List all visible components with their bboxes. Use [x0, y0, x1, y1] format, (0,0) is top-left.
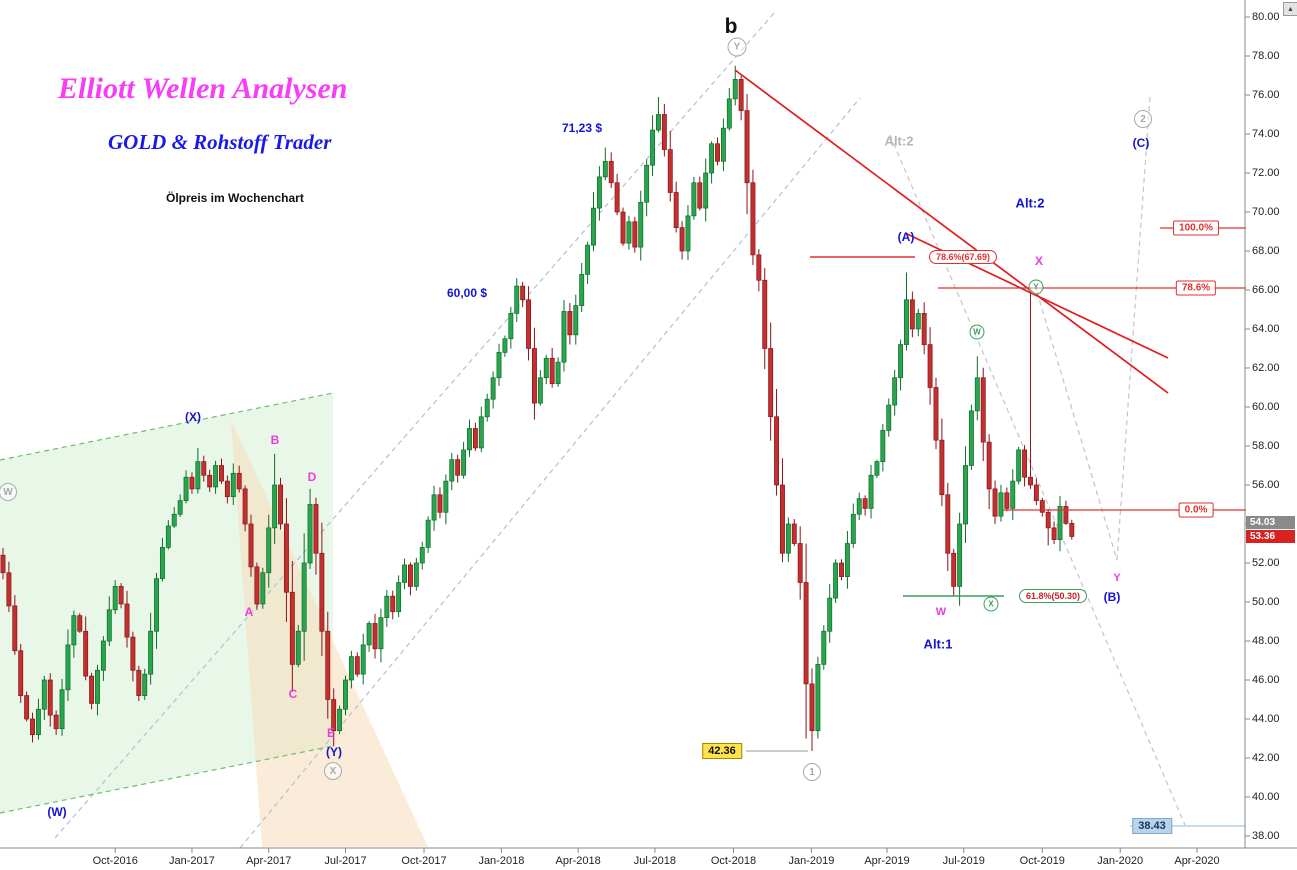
axis-scroll-up-button[interactable]: ▲ [1283, 2, 1297, 16]
previous-price-marker: 54.03 [1246, 516, 1295, 529]
price-axis-label: 76.00 [1252, 89, 1280, 101]
price-axis-label: 38.00 [1252, 830, 1280, 842]
fib-618-5030-label: 61.8%(50.30) [1018, 589, 1088, 603]
date-axis-label: Jul-2018 [633, 855, 677, 867]
green-channel-bottom [0, 745, 334, 814]
wave-y-label: Y [1113, 572, 1121, 584]
candles-layer [0, 65, 1075, 751]
fib-786-label: 78.6% [1175, 280, 1217, 296]
alt2-blue-label: Alt:2 [1015, 195, 1045, 211]
channel-line-1 [54, 11, 776, 839]
date-axis-label: Jan-2020 [1097, 855, 1144, 867]
wave-Y-paren: (Y) [326, 745, 342, 759]
date-axis-label: Apr-2018 [555, 855, 601, 867]
circle-2: 2 [1134, 110, 1152, 128]
wave-b-label: b [724, 15, 738, 38]
date-axis-label: Jan-2018 [478, 855, 525, 867]
wave-b2-label: B [270, 433, 280, 447]
price-note-6000: 60,00 $ [446, 286, 488, 300]
alt-bear-path [889, 134, 1186, 826]
wave-A-paren: (A) [897, 230, 915, 244]
circle-w-green: W [969, 324, 985, 340]
target-4236: 42.36 [702, 743, 742, 759]
date-axis-label: Oct-2016 [92, 855, 138, 867]
proj-down-to-Y [1036, 291, 1118, 561]
circle-X-left: X [324, 762, 342, 780]
wave-W-paren: (W) [47, 805, 67, 819]
price-axis-label: 80.00 [1252, 11, 1280, 23]
fib-0-label: 0.0% [1178, 502, 1214, 518]
alt1-label: Alt:1 [923, 636, 953, 652]
price-axis-label: 68.00 [1252, 245, 1280, 257]
date-axis-label: Oct-2019 [1019, 855, 1065, 867]
date-axis-label: Apr-2019 [864, 855, 910, 867]
date-axis-label: Jan-2019 [788, 855, 835, 867]
wave-w-label: W [935, 606, 947, 618]
date-axis-label: Oct-2018 [710, 855, 757, 867]
date-axis-label: Apr-2017 [246, 855, 292, 867]
price-axis-label: 40.00 [1252, 791, 1280, 803]
target-3843: 38.43 [1132, 818, 1172, 834]
brand-title: Elliott Wellen Analysen [58, 72, 348, 105]
price-axis-label: 70.00 [1252, 206, 1280, 218]
price-axis-label: 56.00 [1252, 479, 1280, 491]
wave-d-label: D [307, 470, 317, 484]
circle-Y-top: Y [727, 37, 747, 57]
price-axis-label: 74.00 [1252, 128, 1280, 140]
instrument-label: Ölpreis im Wochenchart [166, 191, 304, 205]
wave-X-paren: (X) [185, 410, 201, 424]
fib-786-6769-label: 78.6%(67.69) [928, 250, 998, 264]
channel-line-2 [239, 97, 861, 849]
fib-100-label: 100.0% [1173, 220, 1219, 236]
price-axis-label: 42.00 [1252, 752, 1280, 764]
bear-line-from-b [734, 69, 1169, 394]
alt2-gray-label: Alt:2 [884, 133, 914, 149]
price-axis-label: 48.00 [1252, 635, 1280, 647]
price-axis-label: 72.00 [1252, 167, 1280, 179]
price-axis-label: 64.00 [1252, 323, 1280, 335]
price-axis-label: 52.00 [1252, 557, 1280, 569]
circle-y-green: Y [1028, 279, 1044, 295]
price-note-7123: 71,23 $ [561, 121, 603, 135]
price-axis-label: 50.00 [1252, 596, 1280, 608]
circle-1: 1 [803, 763, 821, 781]
green-channel-top [0, 392, 334, 461]
last-price-marker: 53.36 [1246, 530, 1295, 543]
price-axis-label: 78.00 [1252, 50, 1280, 62]
date-axis-label: Jan-2017 [169, 855, 215, 867]
wave-B-paren: (B) [1103, 590, 1121, 604]
proj-up-to-2 [1116, 96, 1151, 561]
wave-c-label: C [288, 687, 298, 701]
price-axis-label: 60.00 [1252, 401, 1280, 413]
date-axis-label: Jul-2019 [942, 855, 985, 867]
price-axis-label: 66.00 [1252, 284, 1280, 296]
price-axis-label: 62.00 [1252, 362, 1280, 374]
price-axis-label: 46.00 [1252, 674, 1280, 686]
price-axis-label: 58.00 [1252, 440, 1280, 452]
wave-x-label: X [1034, 254, 1044, 268]
wave-e-label: E [326, 726, 336, 740]
wave-a-label: A [244, 605, 254, 619]
brand-subtitle: GOLD & Rohstoff Trader [108, 130, 332, 154]
circle-x-green: X [983, 596, 999, 612]
price-axis-label: 44.00 [1252, 713, 1280, 725]
date-axis-label: Oct-2017 [401, 855, 447, 867]
date-axis-label: Apr-2020 [1174, 855, 1220, 867]
circle-W-left: W [0, 483, 17, 501]
date-axis-label: Jul-2017 [324, 855, 367, 867]
wave-C-paren: (C) [1132, 136, 1150, 150]
